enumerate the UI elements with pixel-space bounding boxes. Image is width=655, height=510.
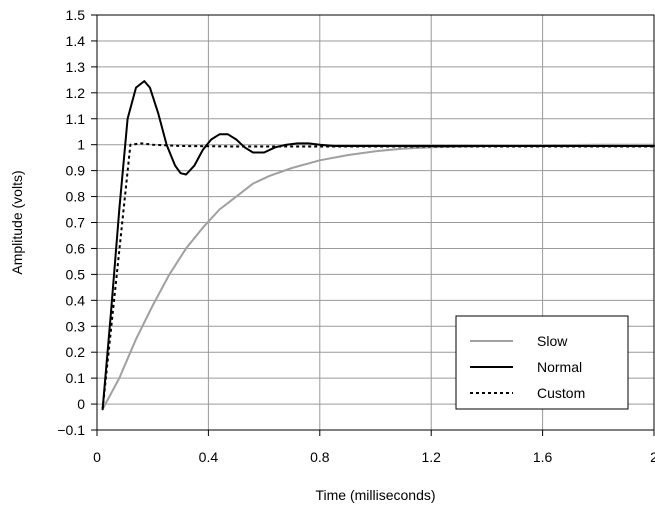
y-tick-label: 0.5 [66, 266, 86, 282]
x-tick-label: 0.4 [199, 449, 219, 465]
y-tick-label: 1.5 [66, 7, 86, 23]
y-tick-label: 1.3 [66, 59, 86, 75]
y-tick-label: 0.1 [66, 370, 86, 386]
y-tick-label: 0.7 [66, 215, 86, 231]
x-tick-labels: 0 0.4 0.8 1.2 1.6 2 [93, 449, 655, 465]
y-tick-label: −0.1 [57, 422, 85, 438]
legend: Slow Normal Custom [455, 315, 629, 410]
y-tick-label: 1.2 [66, 85, 86, 101]
y-tick-label: 0.3 [66, 318, 86, 334]
legend-label-normal: Normal [537, 359, 582, 375]
x-tick-label: 0 [93, 449, 101, 465]
y-tick-label: 0.9 [66, 163, 86, 179]
x-tick-label: 2 [650, 449, 655, 465]
legend-label-slow: Slow [537, 333, 568, 349]
series-lines [101, 80, 655, 411]
x-tick-label: 1.6 [533, 449, 553, 465]
legend-label-custom: Custom [537, 385, 585, 401]
y-tick-label: 1.4 [66, 33, 86, 49]
y-tick-label: 0.6 [66, 240, 86, 256]
y-tick-labels: −0.1 0 0.1 0.2 0.3 0.4 0.5 0.6 0.7 0.8 0.9 1 1.1 1.2 1… [57, 7, 85, 438]
y-tick-label: 0.2 [66, 344, 86, 360]
y-tick-label: 0.4 [66, 292, 86, 308]
y-tick-label: 1.1 [66, 111, 86, 127]
y-tick-label: 1 [77, 137, 85, 153]
x-axis-title: Time (milliseconds) [315, 487, 435, 503]
plot-frame [96, 14, 655, 431]
y-tick-label: 0 [77, 396, 85, 412]
x-tick-label: 0.8 [310, 449, 330, 465]
y-tick-label: 0.8 [66, 189, 86, 205]
x-tick-label: 1.2 [421, 449, 441, 465]
series-line-normal [101, 80, 655, 411]
y-axis-title: Amplitude (volts) [9, 170, 25, 274]
